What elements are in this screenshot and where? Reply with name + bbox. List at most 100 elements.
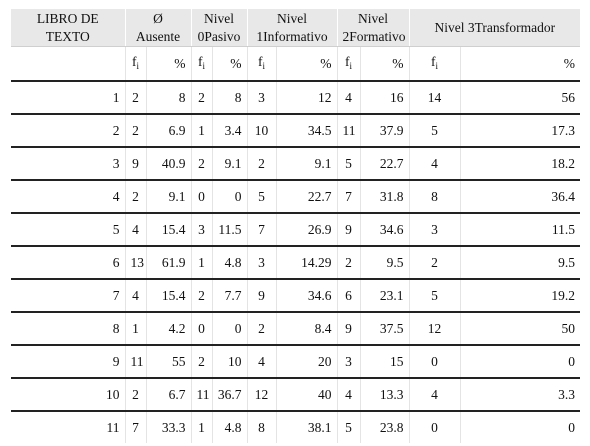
cell-level2-freq: 3 <box>337 345 361 379</box>
cell-level0-freq: 2 <box>191 279 213 313</box>
cell-level2-pct: 31.8 <box>360 180 410 214</box>
cell-absent-freq: 11 <box>125 345 147 379</box>
cell-level3-pct: 3.3 <box>460 378 581 412</box>
cell-level3-freq: 4 <box>409 147 461 181</box>
cell-level2-pct: 22.7 <box>360 147 410 181</box>
cell-book: 7 <box>11 279 126 313</box>
results-table: LIBRO DE TEXTO Ø Ausente Nivel 0Pasivo N… <box>11 9 581 443</box>
results-table-container: LIBRO DE TEXTO Ø Ausente Nivel 0Pasivo N… <box>11 9 581 443</box>
cell-level1-freq: 2 <box>247 147 277 181</box>
cell-absent-freq: 1 <box>125 312 147 346</box>
cell-absent-pct: 9.1 <box>146 180 192 214</box>
cell-level1-freq: 8 <box>247 411 277 443</box>
cell-level0-pct: 4.8 <box>212 411 248 443</box>
cell-level3-freq: 5 <box>409 114 461 148</box>
freq-subscript: i <box>202 60 205 71</box>
cell-level2-freq: 5 <box>337 147 361 181</box>
cell-level3-freq: 0 <box>409 345 461 379</box>
cell-level1-pct: 20 <box>276 345 338 379</box>
header-row: LIBRO DE TEXTO Ø Ausente Nivel 0Pasivo N… <box>11 9 581 47</box>
cell-book: 5 <box>11 213 126 247</box>
cell-level0-freq: 0 <box>191 312 213 346</box>
cell-level2-freq: 11 <box>337 114 361 148</box>
cell-level3-pct: 19.2 <box>460 279 581 313</box>
cell-level1-freq: 2 <box>247 312 277 346</box>
cell-level1-freq: 7 <box>247 213 277 247</box>
table-row: 8 1 4.2 0 0 2 8.4 9 37.5 12 50 <box>11 312 581 346</box>
cell-level1-freq: 12 <box>247 378 277 412</box>
cell-absent-pct: 15.4 <box>146 213 192 247</box>
table-row: 5 4 15.4 3 11.5 7 26.9 9 34.6 3 11.5 <box>11 213 581 247</box>
cell-level3-freq: 3 <box>409 213 461 247</box>
table-row: 11 7 33.3 1 4.8 8 38.1 5 23.8 0 0 <box>11 411 580 443</box>
cell-book: 6 <box>11 246 126 280</box>
cell-absent-pct: 15.4 <box>146 279 192 313</box>
cell-level1-pct: 38.1 <box>276 411 338 443</box>
cell-level0-freq: 11 <box>191 378 213 412</box>
cell-level0-freq: 1 <box>191 411 213 443</box>
cell-level2-pct: 23.8 <box>360 411 410 443</box>
cell-level2-freq: 7 <box>337 180 361 214</box>
freq-symbol: f <box>431 53 436 69</box>
table-row: 7 4 15.4 2 7.7 9 34.6 6 23.1 5 19.2 <box>11 279 581 313</box>
subheader-percent: % <box>276 46 338 82</box>
freq-symbol: f <box>345 53 350 69</box>
table-body: 1 2 8 2 8 3 12 4 16 14 56 2 2 6.9 1 3.4 … <box>11 81 581 443</box>
cell-level0-pct: 0 <box>212 180 248 214</box>
header-level1: Nivel 1Informativo <box>247 9 338 47</box>
cell-level1-pct: 34.6 <box>276 279 338 313</box>
subheader-percent: % <box>146 46 192 82</box>
cell-absent-pct: 6.9 <box>146 114 192 148</box>
cell-level1-pct: 22.7 <box>276 180 338 214</box>
cell-level1-freq: 3 <box>247 81 277 115</box>
cell-book: 2 <box>11 114 126 148</box>
cell-level1-pct: 40 <box>276 378 338 412</box>
cell-level1-freq: 9 <box>247 279 277 313</box>
freq-subscript: i <box>262 60 265 71</box>
cell-level3-pct: 0 <box>568 419 576 435</box>
cell-level3-pct: 36.4 <box>460 180 581 214</box>
cell-level0-freq: 3 <box>191 213 213 247</box>
cell-book: 10 <box>11 378 126 412</box>
table-row: 2 2 6.9 1 3.4 10 34.5 11 37.9 5 17.3 <box>11 114 581 148</box>
cell-book: 4 <box>11 180 126 214</box>
subheader-freq: fi <box>247 46 277 82</box>
subheader-freq: fi <box>337 46 361 82</box>
freq-symbol: f <box>257 53 263 69</box>
cell-level3-pct: 56 <box>460 81 581 115</box>
table-row: 10 2 6.7 11 36.7 12 40 4 13.3 4 3.3 <box>11 378 581 412</box>
cell-level2-pct: 16 <box>360 81 410 115</box>
cell-absent-freq: 2 <box>125 378 147 412</box>
cell-level0-pct: 3.4 <box>212 114 248 148</box>
cell-level0-freq: 2 <box>191 345 213 379</box>
cell-level0-freq: 2 <box>191 81 213 115</box>
table-row: 4 2 9.1 0 0 5 22.7 7 31.8 8 36.4 <box>11 180 581 214</box>
cell-absent-freq: 4 <box>125 213 147 247</box>
cell-level2-pct: 15 <box>360 345 410 379</box>
cell-absent-pct: 8 <box>146 81 192 115</box>
cell-level2-pct: 23.1 <box>360 279 410 313</box>
cell-level0-freq: 1 <box>191 246 213 280</box>
freq-symbol: f <box>131 53 137 69</box>
header-level0: Nivel 0Pasivo <box>191 9 248 47</box>
cell-level3-pct: 9.5 <box>460 246 581 280</box>
cell-level2-freq: 5 <box>337 411 361 443</box>
table-row: 9 11 55 2 10 4 20 3 15 0 0 <box>11 345 581 379</box>
cell-book: 3 <box>11 147 126 181</box>
cell-absent-freq: 4 <box>125 279 147 313</box>
cell-level1-pct: 26.9 <box>276 213 338 247</box>
cell-level0-pct: 4.8 <box>212 246 248 280</box>
cell-level2-freq: 2 <box>337 246 361 280</box>
cell-level2-freq: 4 <box>337 378 361 412</box>
cell-level2-pct: 34.6 <box>360 213 410 247</box>
cell-absent-freq: 2 <box>125 114 147 148</box>
cell-level3-freq: 2 <box>409 246 461 280</box>
freq-symbol: f <box>197 53 203 69</box>
cell-level0-pct: 0 <box>212 312 248 346</box>
cell-level1-pct: 12 <box>276 81 338 115</box>
cell-level3-freq: 5 <box>409 279 461 313</box>
cell-level3-pct: 50 <box>460 312 581 346</box>
cell-level0-freq: 0 <box>191 180 213 214</box>
cell-absent-freq: 7 <box>125 411 147 443</box>
table-row: 1 2 8 2 8 3 12 4 16 14 56 <box>11 81 581 115</box>
